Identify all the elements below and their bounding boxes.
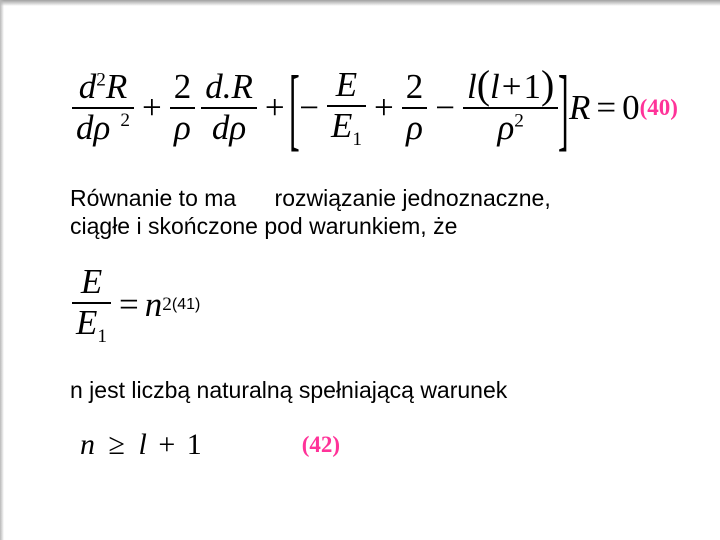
eq40-rho-b: ρ: [402, 109, 427, 148]
eq40-eq: =: [596, 88, 616, 128]
eq42-number: (42): [302, 432, 340, 458]
eq40-plus1: +: [142, 88, 162, 128]
eq40-dR: d.R: [201, 68, 257, 107]
eq40-E: E: [332, 66, 361, 105]
eq42-plus: +: [158, 428, 175, 461]
eq40-plus3: +: [374, 88, 394, 128]
shadow-top: [0, 0, 720, 6]
eq40-rho-c: ρ: [497, 108, 514, 147]
eq41-E: E: [77, 263, 106, 302]
eq41-number: (41): [172, 296, 200, 314]
paragraph-2: n jest liczbą naturalną spełniającą waru…: [70, 377, 660, 404]
eq41-E1sub: 1: [97, 326, 107, 347]
eq41-eq: =: [119, 285, 139, 325]
eq40-minus1: −: [299, 88, 319, 128]
eq40-plus2: +: [265, 88, 285, 128]
eq40-rho-a: ρ: [170, 109, 195, 148]
eq40-E1sub: 1: [352, 129, 362, 150]
eq41-n2: 2: [162, 294, 172, 316]
eq40-2a: 2: [170, 68, 196, 107]
shadow-left: [0, 0, 4, 540]
eq42-l: l: [138, 428, 146, 461]
equation-40: d2R dρ2 + 2 ρ d.R dρ + [ − E E1: [70, 66, 640, 150]
eq40-rho2: 2: [514, 110, 524, 131]
equation-41: E E1 = n2: [70, 263, 172, 347]
eq40-R: R: [106, 67, 127, 106]
eq40-1: 1: [524, 67, 542, 106]
slide-content: d2R dρ2 + 2 ρ d.R dρ + [ − E E1: [70, 66, 660, 462]
eq42-ge: ≥: [109, 428, 125, 461]
eq41-n: n: [145, 285, 163, 325]
eq40-Rtail: R: [569, 88, 590, 128]
eq40-number: (40): [640, 95, 688, 121]
equation-41-row: E E1 = n2 (41): [70, 263, 660, 347]
paragraph-1: Równanie to ma rozwiązanie jednoznaczne,…: [70, 184, 590, 242]
eq40-d2: 2: [96, 70, 106, 91]
eq41-E1: E: [76, 303, 97, 342]
eq40-d: d: [79, 67, 97, 106]
eq40-ip: +: [502, 67, 522, 106]
eq42-1: 1: [187, 428, 202, 461]
eq40-drho2: 2: [120, 110, 130, 131]
eq40-drho: dρ: [76, 108, 110, 147]
eq40-zero: 0: [622, 88, 640, 128]
eq42-n: n: [80, 428, 95, 461]
equation-42-row: n ≥ l + 1 (42): [70, 428, 660, 462]
eq40-pl: (: [477, 62, 490, 107]
eq40-l2: l: [490, 67, 500, 106]
equation-42: n ≥ l + 1: [80, 428, 202, 462]
eq40-2b: 2: [402, 68, 428, 107]
eq40-drho-b: dρ: [208, 109, 250, 148]
eq40-pr: ): [541, 62, 554, 107]
eq40-E1: E: [331, 106, 352, 145]
eq40-minus2: −: [435, 88, 455, 128]
eq40-l: l: [467, 67, 477, 106]
equation-40-row: d2R dρ2 + 2 ρ d.R dρ + [ − E E1: [70, 66, 660, 150]
